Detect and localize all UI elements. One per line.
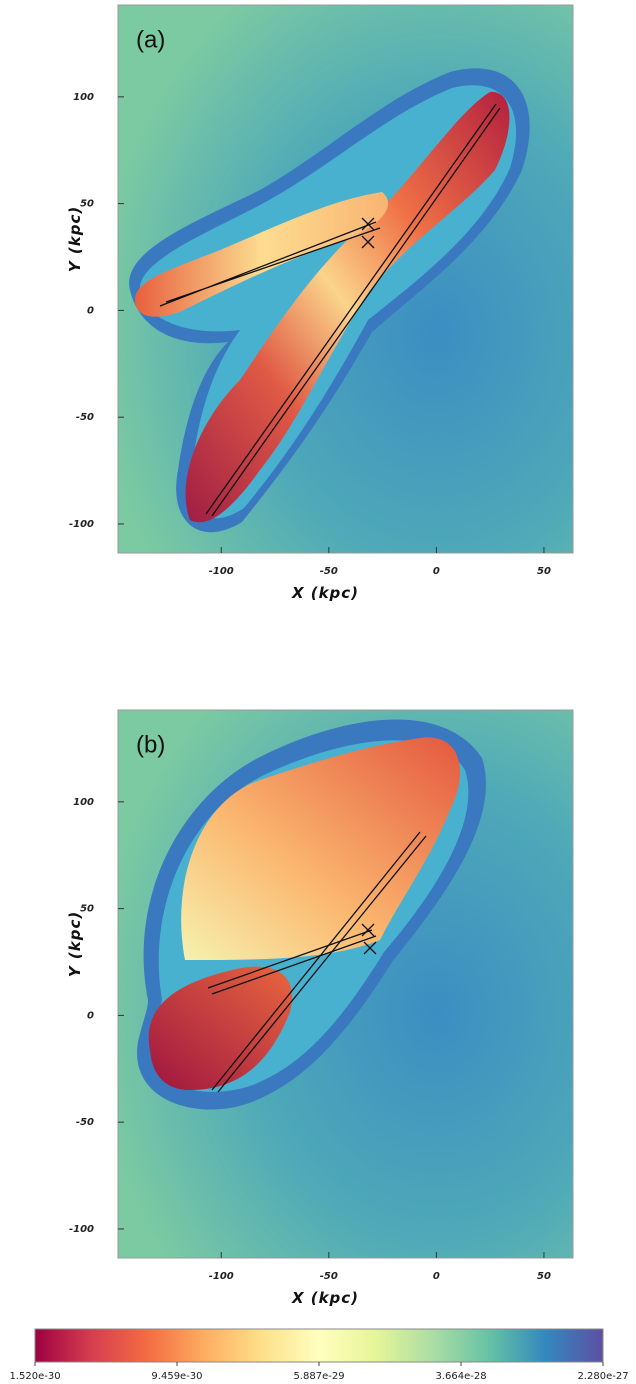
- x-tick-label: -100: [209, 566, 234, 577]
- colorbar: [34, 1328, 604, 1363]
- y-tick-label: 100: [73, 92, 94, 103]
- y-tick-label: 0: [87, 1010, 94, 1021]
- plot-frame: [117, 709, 574, 1259]
- x-axis-label: X (kpc): [291, 1289, 359, 1307]
- x-axis-label: X (kpc): [291, 584, 359, 602]
- y-tick-label: -50: [76, 412, 94, 423]
- y-tick-label: -100: [69, 519, 94, 530]
- y-tick-label: -50: [76, 1117, 94, 1128]
- panel-a-image: [118, 5, 573, 553]
- colorbar-tick-label: 5.887e-29: [293, 1371, 344, 1382]
- plot-frame: [117, 4, 574, 554]
- panel-b-image: [118, 710, 573, 1258]
- colorbar-tick-label: 1.520e-30: [9, 1371, 60, 1382]
- x-tick-label: 0: [433, 566, 440, 577]
- panel-label: (a): [136, 26, 165, 53]
- y-tick-label: 50: [80, 904, 94, 915]
- y-axis-label: Y (kpc): [66, 206, 84, 272]
- y-tick-label: 50: [80, 199, 94, 210]
- panel-label: (b): [136, 731, 165, 758]
- x-tick-label: 0: [433, 1271, 440, 1282]
- x-tick-label: 50: [537, 1271, 551, 1282]
- x-tick-label: -100: [209, 1271, 234, 1282]
- x-tick-label: -50: [320, 566, 338, 577]
- x-tick-label: 50: [537, 566, 551, 577]
- y-axis-label: Y (kpc): [66, 911, 84, 977]
- y-tick-label: 0: [87, 305, 94, 316]
- colorbar-tick-label: 9.459e-30: [151, 1371, 202, 1382]
- y-tick-label: 100: [73, 797, 94, 808]
- colorbar-tick-label: 2.280e-27: [577, 1371, 628, 1382]
- x-tick-label: -50: [320, 1271, 338, 1282]
- colorbar-tick-label: 3.664e-28: [435, 1371, 486, 1382]
- y-tick-label: -100: [69, 1224, 94, 1235]
